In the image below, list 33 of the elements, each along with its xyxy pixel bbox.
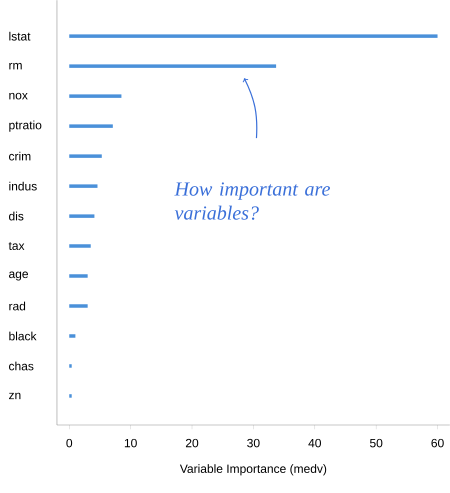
bar <box>69 184 98 188</box>
bar <box>69 154 102 158</box>
bar <box>69 274 88 278</box>
x-tick-label: 60 <box>431 438 444 448</box>
y-tick-label: nox <box>9 92 28 100</box>
x-tick-label: 50 <box>370 438 382 448</box>
y-tick-label: tax <box>8 242 24 250</box>
y-tick-label: ptratio <box>9 120 42 132</box>
x-tick-label: 0 <box>66 438 72 448</box>
x-tick-label: 10 <box>124 438 137 448</box>
x-tick-label: 40 <box>308 438 321 448</box>
y-tick-label: indus <box>9 182 37 190</box>
y-tick-label: crim <box>9 152 30 161</box>
bar <box>69 34 438 38</box>
y-tick-label: black <box>9 332 37 340</box>
bar <box>69 334 76 338</box>
y-tick-label: rm <box>9 62 22 70</box>
bar <box>69 124 113 128</box>
y-tick-label: dis <box>9 212 24 220</box>
annotation: How important are variables? <box>174 182 330 220</box>
y-tick-label: zn <box>9 392 20 400</box>
bar <box>69 244 91 248</box>
y-tick-label: lstat <box>9 32 30 41</box>
x-axis-title: Variable Importance (medv) <box>180 464 326 476</box>
bar <box>69 64 276 68</box>
bar <box>69 304 88 308</box>
x-tick-label: 30 <box>247 438 260 448</box>
x-tick-label: 20 <box>186 438 198 448</box>
bar <box>69 94 122 98</box>
y-tick-label: chas <box>9 362 34 370</box>
bar <box>69 214 94 218</box>
y-tick-label: rad <box>9 302 26 310</box>
y-tick-label: age <box>9 272 28 281</box>
